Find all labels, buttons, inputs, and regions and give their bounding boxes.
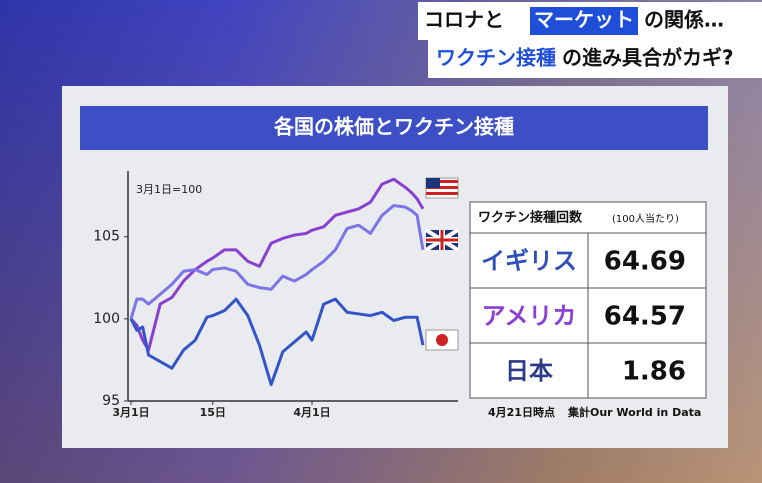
y-tick-label: 95 [102, 393, 120, 409]
x-tick-label: 15日 [200, 406, 226, 419]
y-tick-label: 105 [93, 229, 120, 245]
row-value: 64.69 [604, 247, 686, 277]
headline: ワクチン接種 [436, 46, 556, 70]
row-label: アメリカ [482, 302, 577, 330]
row-label: 日本 [505, 357, 553, 385]
flag-jp [425, 329, 459, 351]
chart-title: 各国の株価とワクチン接種 [273, 115, 514, 139]
row-value: 64.57 [604, 302, 686, 332]
row-value: 1.86 [622, 357, 686, 387]
flag-uk [424, 228, 460, 252]
table-subtitle: (100人当たり) [612, 212, 679, 225]
chart-note: 3月1日=100 [136, 183, 202, 196]
highlight [530, 7, 638, 35]
x-tick-label: 4月1日 [293, 406, 330, 419]
flag-us [425, 177, 459, 199]
headline: の進み具合がカギ? [562, 46, 734, 70]
line-series [129, 177, 425, 352]
table-title: ワクチン接種回数 [478, 210, 583, 226]
table-note: 4月21日時点 [488, 405, 555, 419]
y-tick-label: 100 [93, 311, 120, 327]
headline: コロナと [424, 8, 504, 32]
row-label: イギリス [481, 247, 577, 275]
headline: マーケット [534, 8, 634, 32]
headline: の関係… [644, 8, 724, 32]
headline-box [428, 40, 762, 78]
line-series [129, 297, 425, 387]
table-note: 集計Our World in Data [567, 405, 701, 419]
line-series [129, 204, 425, 320]
title-bar [80, 106, 708, 150]
x-tick-label: 3月1日 [112, 406, 149, 419]
